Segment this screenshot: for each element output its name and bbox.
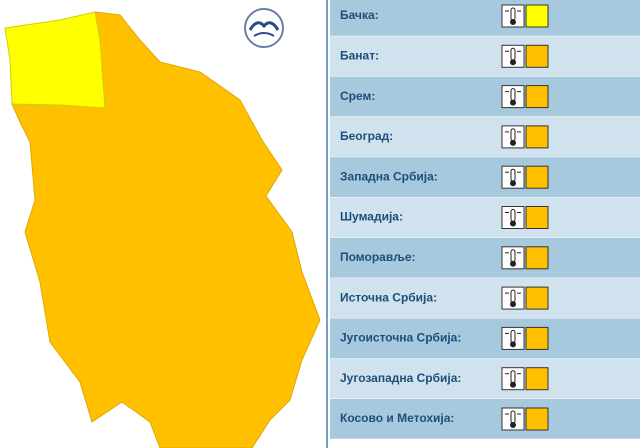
row-background <box>330 116 640 158</box>
row-background <box>330 318 640 359</box>
thermometer-icon <box>501 85 525 109</box>
thermo-bulb <box>510 381 516 388</box>
thermometer-icon <box>501 44 525 68</box>
thermo-tube <box>510 410 516 424</box>
warning-level <box>525 286 549 310</box>
thermo-bulb <box>510 422 516 428</box>
thermo-bulb <box>510 341 516 348</box>
thermometer-icon <box>501 326 525 350</box>
warning-level <box>525 165 549 189</box>
region-name: Косово и Метохија: <box>340 411 454 425</box>
thermo-tube <box>510 370 516 384</box>
thermometer-icon <box>501 286 525 310</box>
warning-level <box>525 246 549 270</box>
thermometer-icon <box>501 367 525 391</box>
region-name: Поморавље: <box>340 250 416 264</box>
warning-level <box>525 407 549 431</box>
row-background <box>330 358 640 399</box>
thermo-tube <box>510 128 516 142</box>
thermometer-icon <box>501 4 525 28</box>
row-background <box>330 278 640 319</box>
warning-level <box>525 44 549 68</box>
thermo-bulb <box>510 220 516 227</box>
warning-level <box>525 326 549 350</box>
row-background <box>330 197 640 238</box>
region-name: Срем: <box>340 89 375 103</box>
thermometer-icon <box>501 246 525 270</box>
warning-level <box>525 4 549 28</box>
divider <box>326 0 328 448</box>
logo <box>244 8 284 48</box>
row-background <box>330 76 640 117</box>
region-name: Бачка: <box>340 8 379 22</box>
map-region-backa <box>4 11 106 109</box>
thermometer-icon <box>501 206 525 229</box>
thermo-bulb <box>510 99 516 106</box>
region-name: Западна Србија: <box>340 169 438 183</box>
region-name: Банат: <box>340 48 379 62</box>
thermo-tube <box>510 47 516 61</box>
thermo-tube <box>510 168 516 182</box>
thermo-bulb <box>510 180 516 187</box>
row-background <box>330 157 640 198</box>
thermo-bulb <box>510 139 516 146</box>
thermo-tube <box>510 209 516 222</box>
region-name: Источна Србија: <box>340 290 437 304</box>
thermo-tube <box>510 7 516 21</box>
thermometer-icon <box>501 125 525 149</box>
thermo-bulb <box>510 301 516 308</box>
warning-level <box>525 206 549 229</box>
thermo-tube <box>510 289 516 303</box>
thermometer-icon <box>501 407 525 431</box>
thermo-tube <box>510 249 516 263</box>
thermo-bulb <box>510 19 516 25</box>
thermo-tube <box>510 88 516 102</box>
thermo-bulb <box>510 260 516 267</box>
thermo-tube <box>510 329 516 343</box>
region-name: Београд: <box>340 129 393 143</box>
region-table: Бачка: Банат: Срем: Београд: Западна Србија:… <box>330 0 640 440</box>
row-background <box>330 36 640 77</box>
warning-level <box>525 367 549 391</box>
region-name: Шумадија: <box>340 210 403 224</box>
row-background <box>330 237 640 279</box>
warning-level <box>525 125 549 149</box>
thermo-bulb <box>510 59 516 66</box>
warning-level <box>525 85 549 109</box>
thermometer-icon <box>501 165 525 189</box>
region-name: Југоисточна Србија: <box>340 331 461 345</box>
row-background <box>330 399 640 440</box>
region-name: Југозападна Србија: <box>340 371 461 385</box>
row-background <box>330 0 640 37</box>
map-region-south <box>11 11 321 448</box>
